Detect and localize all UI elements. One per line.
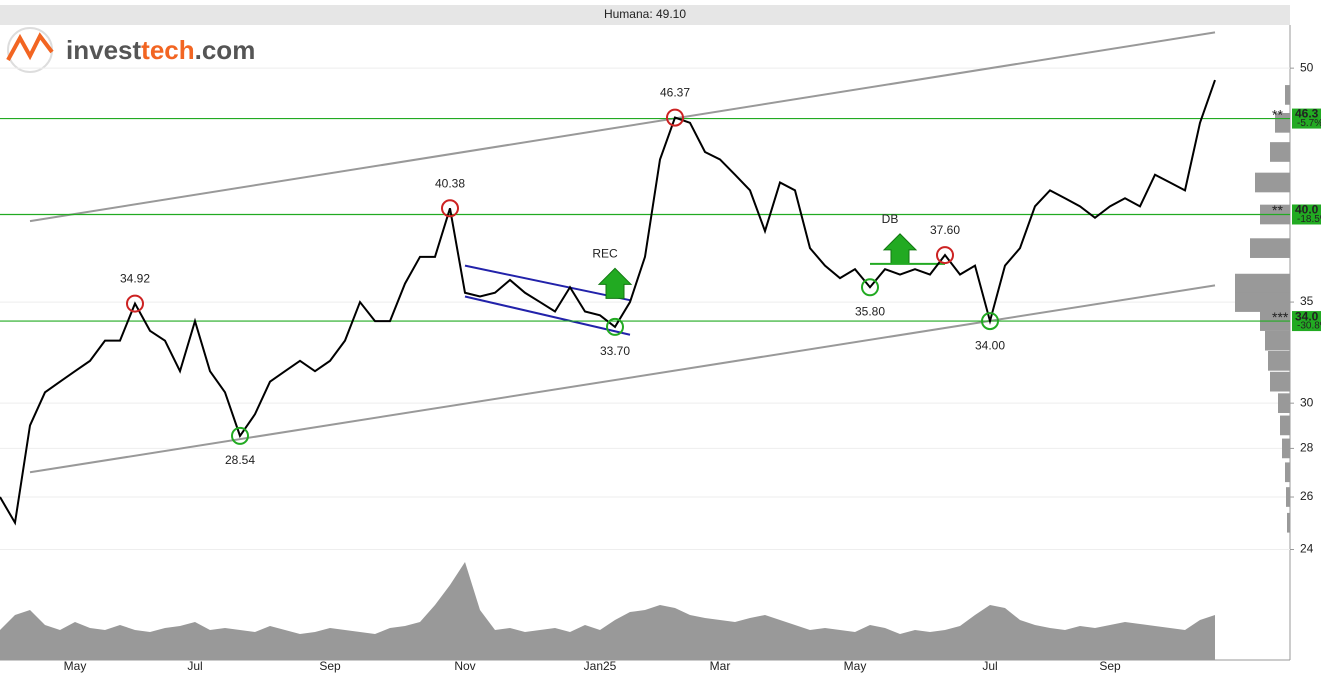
- level-change: -18.5%: [1297, 214, 1321, 225]
- extreme-label: 35.80: [855, 304, 885, 318]
- price-line: [0, 79, 1216, 526]
- extreme-label: 34.92: [120, 272, 150, 286]
- level-badge: [1292, 204, 1321, 225]
- extreme-marker: [861, 278, 879, 297]
- extreme-label: 33.70: [600, 344, 630, 358]
- profile-bar: [1270, 142, 1290, 162]
- signal-label: REC: [592, 247, 618, 261]
- x-tick-label: Mar: [710, 659, 731, 673]
- trend-channel-line: [29, 284, 1216, 474]
- chart-title: Humana: 49.10: [604, 7, 686, 21]
- extreme-marker: [441, 199, 459, 218]
- y-tick-label: 24: [1300, 542, 1314, 556]
- extreme-label: 28.54: [225, 453, 255, 467]
- extreme-label: 37.60: [930, 223, 960, 237]
- level-stars: **: [1272, 106, 1283, 122]
- x-tick-label: Sep: [319, 659, 341, 673]
- profile-bar: [1255, 172, 1290, 193]
- extreme-label: 46.37: [660, 86, 690, 100]
- extreme-label: 40.38: [435, 176, 465, 190]
- profile-bar: [1287, 512, 1290, 533]
- profile-bar: [1280, 415, 1290, 436]
- trend-channel-line: [29, 31, 1216, 223]
- level-badge: [1292, 311, 1321, 332]
- profile-bar: [1235, 273, 1290, 294]
- level-label: 40.0: [1295, 203, 1319, 217]
- profile-bar: [1285, 85, 1290, 105]
- title-bar: [0, 5, 1290, 25]
- logo-part: tech: [141, 35, 194, 65]
- x-tick-label: May: [64, 659, 87, 673]
- extreme-marker: [126, 294, 144, 313]
- profile-bar: [1235, 292, 1290, 312]
- level-stars: ***: [1272, 309, 1289, 325]
- signal-label: DB: [882, 212, 899, 226]
- y-tick-label: 26: [1300, 489, 1314, 503]
- logo-text: investtech.com: [66, 35, 255, 65]
- extreme-marker: [231, 426, 249, 445]
- y-tick-label: 28: [1300, 441, 1314, 455]
- level-label: 46.3: [1295, 107, 1319, 121]
- logo-mark: [6, 32, 54, 61]
- extreme-marker: [606, 317, 624, 336]
- signal-arrow: [882, 233, 918, 265]
- profile-bar: [1278, 393, 1290, 414]
- x-tick-label: Sep: [1099, 659, 1121, 673]
- level-badge: [1292, 108, 1321, 129]
- volume-area: [0, 562, 1215, 660]
- profile-bar: [1250, 238, 1290, 258]
- x-tick-label: Jul: [187, 659, 202, 673]
- logo: investtech.com: [6, 27, 255, 73]
- level-label: 34.0: [1295, 309, 1319, 323]
- profile-bar: [1265, 330, 1290, 351]
- profile-bar: [1282, 438, 1290, 459]
- y-tick-label: 35: [1300, 294, 1314, 308]
- profile-bar: [1270, 371, 1290, 392]
- logo-part: .com: [195, 35, 256, 65]
- x-tick-label: Jul: [982, 659, 997, 673]
- extreme-marker: [981, 312, 999, 331]
- x-tick-label: Jan25: [584, 659, 617, 673]
- level-change: -30.8%: [1297, 321, 1321, 332]
- level-stars: **: [1272, 202, 1283, 218]
- falling-channel-line: [464, 264, 631, 302]
- falling-channel-line: [464, 295, 631, 336]
- level-change: -5.7%: [1297, 118, 1321, 129]
- y-tick-label: 50: [1300, 60, 1314, 74]
- profile-bar: [1275, 112, 1290, 133]
- profile-bar: [1286, 487, 1290, 507]
- extreme-marker: [666, 108, 684, 127]
- extreme-label: 34.00: [975, 338, 1005, 352]
- profile-bar: [1285, 462, 1290, 483]
- profile-bar: [1268, 351, 1290, 371]
- x-tick-label: May: [844, 659, 867, 673]
- logo-part: invest: [66, 35, 141, 65]
- extreme-marker: [936, 246, 954, 265]
- y-tick-label: 30: [1300, 395, 1314, 409]
- signal-arrow: [597, 267, 633, 299]
- x-tick-label: Nov: [454, 659, 475, 673]
